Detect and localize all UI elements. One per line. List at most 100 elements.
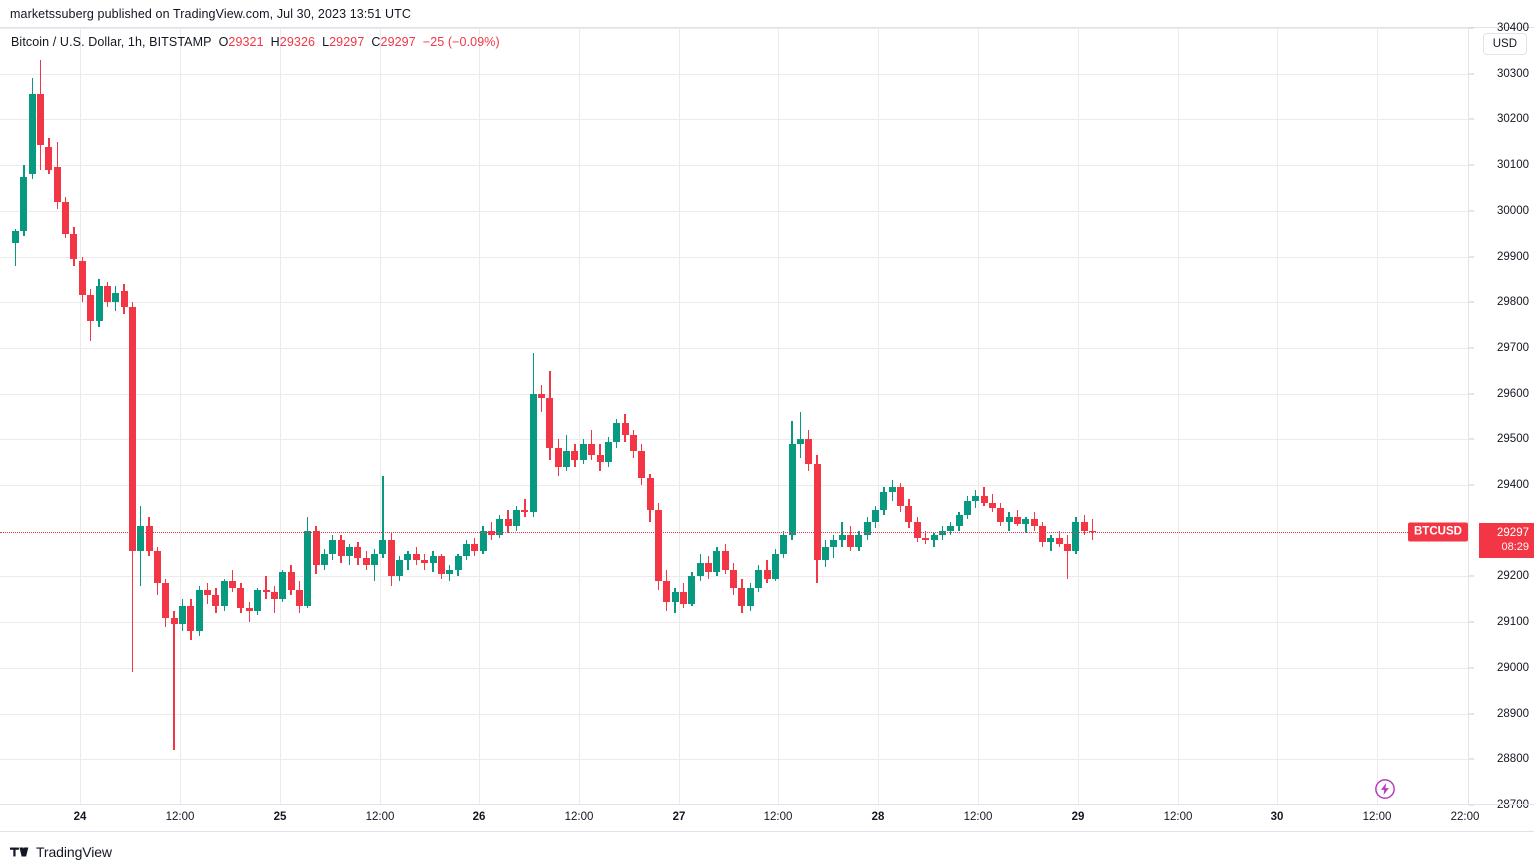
price-tick-dash	[1469, 575, 1474, 577]
candle-body	[755, 569, 763, 588]
candle-body	[12, 231, 19, 243]
vertical-gridline	[978, 28, 979, 805]
candle-wick	[248, 601, 250, 623]
chart-legend[interactable]: Bitcoin / U.S. Dollar, 1h, BITSTAMP O2932…	[11, 35, 500, 49]
candle-body	[346, 546, 353, 556]
current-price-badge[interactable]: 29297 08:29	[1479, 523, 1534, 559]
time-axis-tick: 29	[1071, 811, 1085, 823]
candle-body	[696, 562, 704, 577]
time-axis-tick: 28	[871, 811, 885, 823]
candle-body	[204, 590, 212, 595]
candle-body	[53, 167, 61, 202]
candle-body	[671, 592, 679, 602]
candle-body	[1047, 537, 1055, 543]
tradingview-wordmark: TradingView	[36, 844, 112, 860]
horizontal-gridline	[0, 394, 1468, 395]
price-axis[interactable]: USD 30400 30300 30200 30100 30000 29900 29800 2…	[1468, 22, 1534, 811]
candle-wick	[373, 549, 376, 582]
price-axis-tick: 30000	[1497, 204, 1529, 217]
candle-body	[304, 530, 312, 607]
candle-body	[245, 608, 253, 611]
horizontal-gridline	[0, 759, 1468, 760]
price-axis-tick: 29900	[1497, 250, 1529, 263]
time-axis[interactable]: 24 12:00 25 12:00 26 12:00 27 12:00 28 12:00 29 12:…	[0, 804, 1534, 831]
vertical-gridline	[1178, 28, 1179, 805]
time-axis-tick: 12:00	[963, 811, 993, 823]
vertical-gridline	[180, 28, 181, 805]
price-axis-tick: 30200	[1497, 113, 1529, 126]
candle-body	[805, 439, 813, 465]
price-tick-dash	[1469, 347, 1474, 349]
candle-body	[638, 450, 646, 479]
low-value: 29297	[329, 35, 365, 49]
candle-body	[412, 553, 420, 561]
candle-body	[379, 539, 387, 554]
chart-plot-area[interactable]: BTCUSD	[0, 28, 1468, 805]
price-axis-tick: 30100	[1497, 159, 1529, 172]
lightning-event-icon[interactable]	[1374, 778, 1396, 800]
vertical-gridline	[778, 28, 779, 805]
candle-body	[312, 530, 320, 566]
candle-body	[504, 519, 512, 527]
candle-body	[103, 286, 111, 303]
candle-body	[713, 551, 721, 572]
high-label: H	[270, 35, 280, 49]
price-axis-tick: 29200	[1497, 570, 1529, 583]
low-label: L	[322, 35, 330, 49]
candle-body	[337, 539, 345, 556]
candle-body	[771, 553, 779, 579]
horizontal-gridline	[0, 119, 1468, 120]
horizontal-gridline	[0, 165, 1468, 166]
candle-body	[663, 581, 671, 602]
candle-body	[437, 555, 445, 575]
price-tick-dash	[1469, 758, 1474, 760]
price-axis-tick: 29000	[1497, 661, 1529, 674]
candle-body	[1014, 517, 1021, 524]
candle-body	[705, 562, 713, 572]
candle-body	[847, 535, 854, 547]
candle-body	[571, 450, 579, 460]
candle-wick	[799, 411, 802, 458]
candle-body	[396, 560, 404, 577]
candle-body	[237, 587, 245, 609]
horizontal-gridline	[0, 622, 1468, 623]
candle-body	[404, 553, 412, 561]
currency-badge[interactable]: USD	[1482, 33, 1527, 55]
candle-wick	[833, 535, 835, 559]
candle-body	[479, 530, 487, 552]
price-tick-dash	[1469, 804, 1474, 806]
candle-body	[429, 555, 437, 563]
candle-body	[371, 553, 379, 566]
candle-body	[387, 539, 395, 577]
candle-body	[980, 496, 988, 504]
candle-body	[604, 441, 612, 463]
current-price-value: 29297	[1497, 527, 1529, 540]
candle-body	[596, 455, 604, 463]
candle-wick	[173, 610, 175, 751]
price-axis-tick: 29800	[1497, 296, 1529, 309]
candle-body	[454, 555, 462, 570]
candle-body	[813, 464, 821, 561]
candle-body	[1030, 519, 1038, 527]
time-axis-tick: 30	[1270, 811, 1284, 823]
time-axis-tick: 12:00	[165, 811, 195, 823]
price-axis-tick: 30300	[1497, 67, 1529, 80]
candle-body	[354, 546, 362, 559]
candle-wick	[933, 533, 935, 547]
current-price-line	[0, 532, 1468, 534]
candle-body	[897, 487, 905, 506]
candle-body	[1080, 521, 1088, 531]
chart-frame: Bitcoin / U.S. Dollar, 1h, BITSTAMP O2932…	[0, 22, 1534, 832]
candle-body	[738, 587, 746, 607]
candle-wick	[14, 229, 17, 266]
candle-body	[588, 443, 596, 456]
candle-body	[963, 501, 971, 515]
candle-body	[1072, 521, 1080, 552]
vertical-gridline	[679, 28, 680, 805]
candle-wick	[524, 498, 526, 518]
candle-body	[955, 514, 963, 527]
candle-body	[529, 393, 537, 513]
candle-body	[195, 590, 203, 632]
candle-body	[162, 583, 170, 618]
candle-body	[28, 94, 36, 175]
